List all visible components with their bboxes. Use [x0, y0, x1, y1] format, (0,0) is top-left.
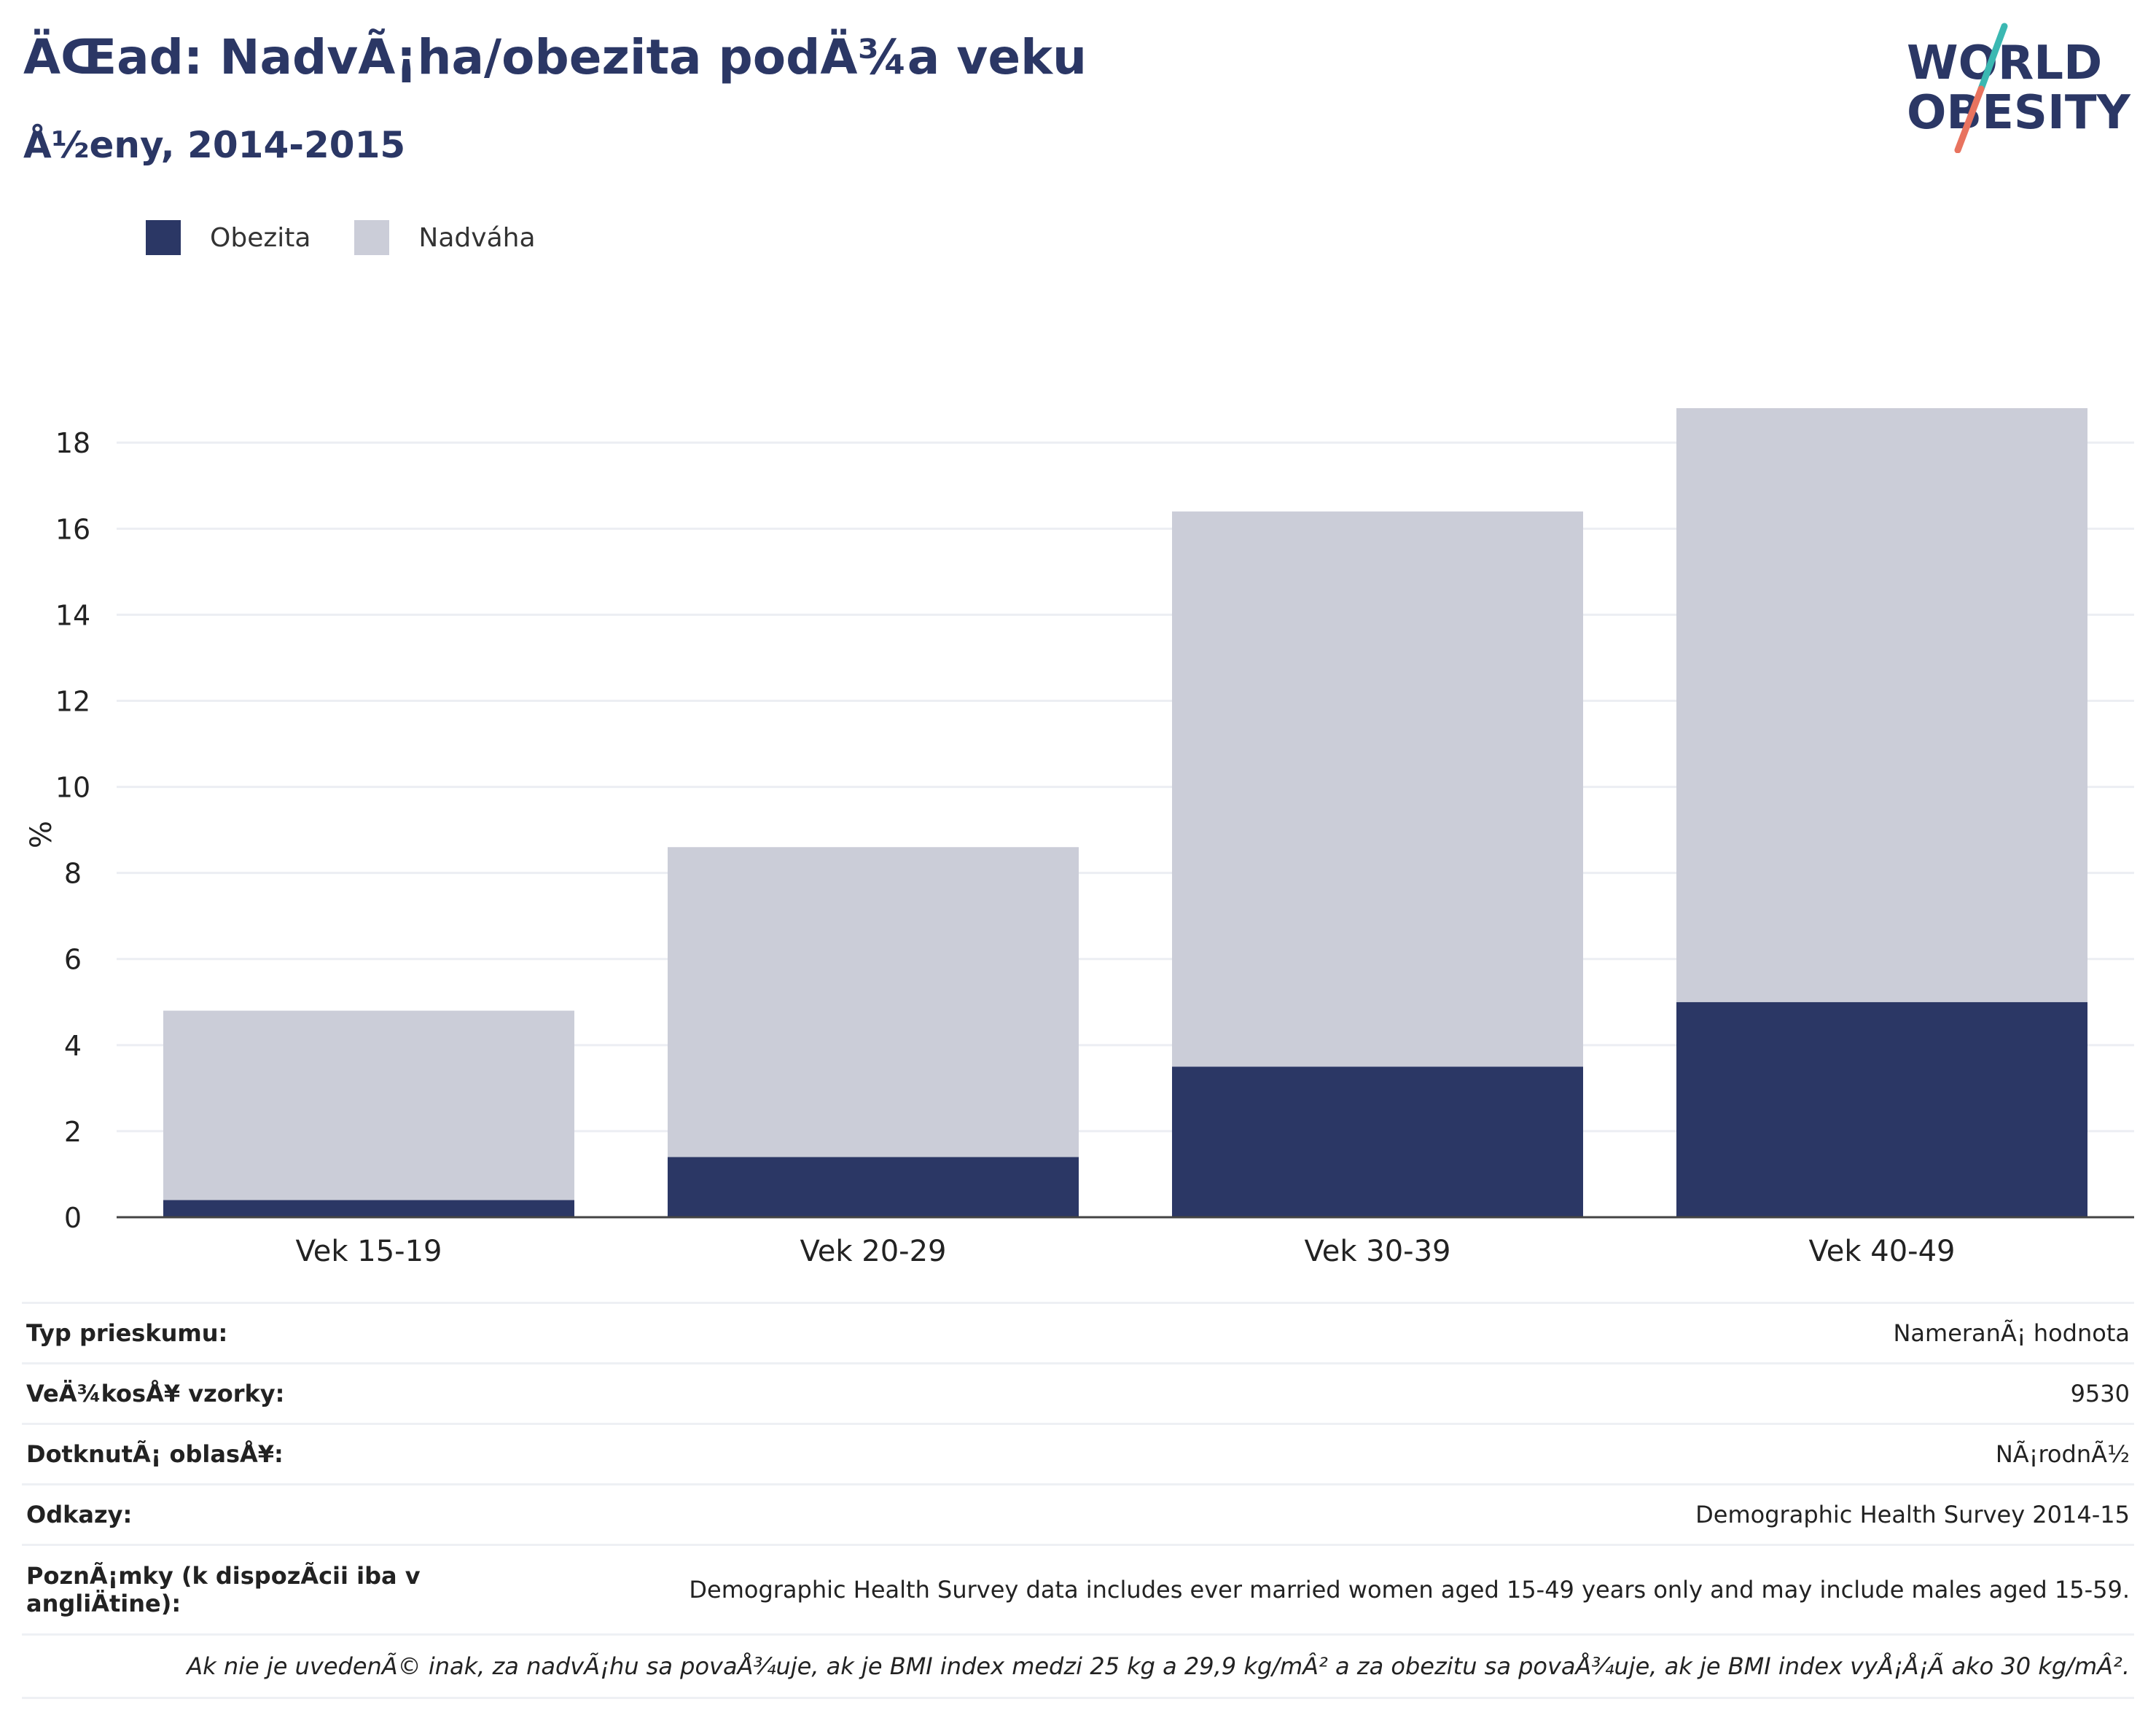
bar-obezita [1676, 1002, 2087, 1217]
y-tick-label: 0 [64, 1202, 82, 1234]
info-row-references: Odkazy: Demographic Health Survey 2014-1… [22, 1485, 2134, 1545]
y-tick-label: 16 [55, 513, 90, 545]
y-tick-label: 2 [64, 1116, 82, 1148]
y-tick-label: 12 [55, 685, 90, 717]
info-label: Typ prieskumu: [22, 1303, 497, 1364]
x-tick-label: Vek 30-39 [1305, 1235, 1451, 1268]
y-tick-label: 6 [64, 944, 82, 976]
y-tick-label: 10 [55, 772, 90, 804]
info-value: Demographic Health Survey 2014-15 [497, 1485, 2134, 1545]
info-label: DotknutÃ¡ oblasÅ¥: [22, 1424, 497, 1485]
bar-nadvaha [1676, 408, 2087, 1002]
info-label: Odkazy: [22, 1485, 497, 1545]
info-row-footnote: Ak nie je uvedenÃ© inak, za nadvÃ¡hu sa … [22, 1635, 2134, 1698]
bar-chart: 0 2 4 6 8 10 12 14 16 18% Vek 15-19 Vek 20-29 Vek 30… [0, 0, 2156, 1283]
y-tick-label: 14 [55, 599, 90, 631]
info-row-survey-type: Typ prieskumu: NameranÃ¡ hodnota [22, 1303, 2134, 1364]
survey-info-table: Typ prieskumu: NameranÃ¡ hodnota VeÄ¾kos… [22, 1302, 2134, 1699]
bmi-footnote: Ak nie je uvedenÃ© inak, za nadvÃ¡hu sa … [22, 1635, 2134, 1698]
x-tick-label: Vek 40-49 [1809, 1235, 1956, 1268]
info-value: NÃ¡rodnÃ½ [497, 1424, 2134, 1485]
info-row-notes: PoznÃ¡mky (k dispozÃcii iba v angliÄ tin… [22, 1545, 2134, 1635]
info-value: 9530 [497, 1364, 2134, 1424]
y-axis-label: % [25, 821, 58, 848]
info-row-area: DotknutÃ¡ oblasÅ¥: NÃ¡rodnÃ½ [22, 1424, 2134, 1485]
y-tick-label: 8 [64, 858, 82, 890]
bar-nadvaha [668, 847, 1079, 1157]
bar-obezita [1172, 1066, 1583, 1217]
bar-obezita [163, 1200, 574, 1217]
y-tick-label: 18 [55, 427, 90, 459]
bar-nadvaha [1172, 512, 1583, 1067]
info-label: PoznÃ¡mky (k dispozÃcii iba v angliÄ tin… [22, 1545, 497, 1635]
bar-obezita [668, 1157, 1079, 1217]
y-tick-label: 4 [64, 1030, 82, 1062]
info-value: Demographic Health Survey data includes … [497, 1545, 2134, 1635]
x-tick-label: Vek 15-19 [296, 1235, 442, 1268]
bar-nadvaha [163, 1011, 574, 1200]
x-tick-label: Vek 20-29 [800, 1235, 947, 1268]
info-label: VeÄ¾kosÅ¥ vzorky: [22, 1364, 497, 1424]
info-value: NameranÃ¡ hodnota [497, 1303, 2134, 1364]
info-row-sample-size: VeÄ¾kosÅ¥ vzorky: 9530 [22, 1364, 2134, 1424]
